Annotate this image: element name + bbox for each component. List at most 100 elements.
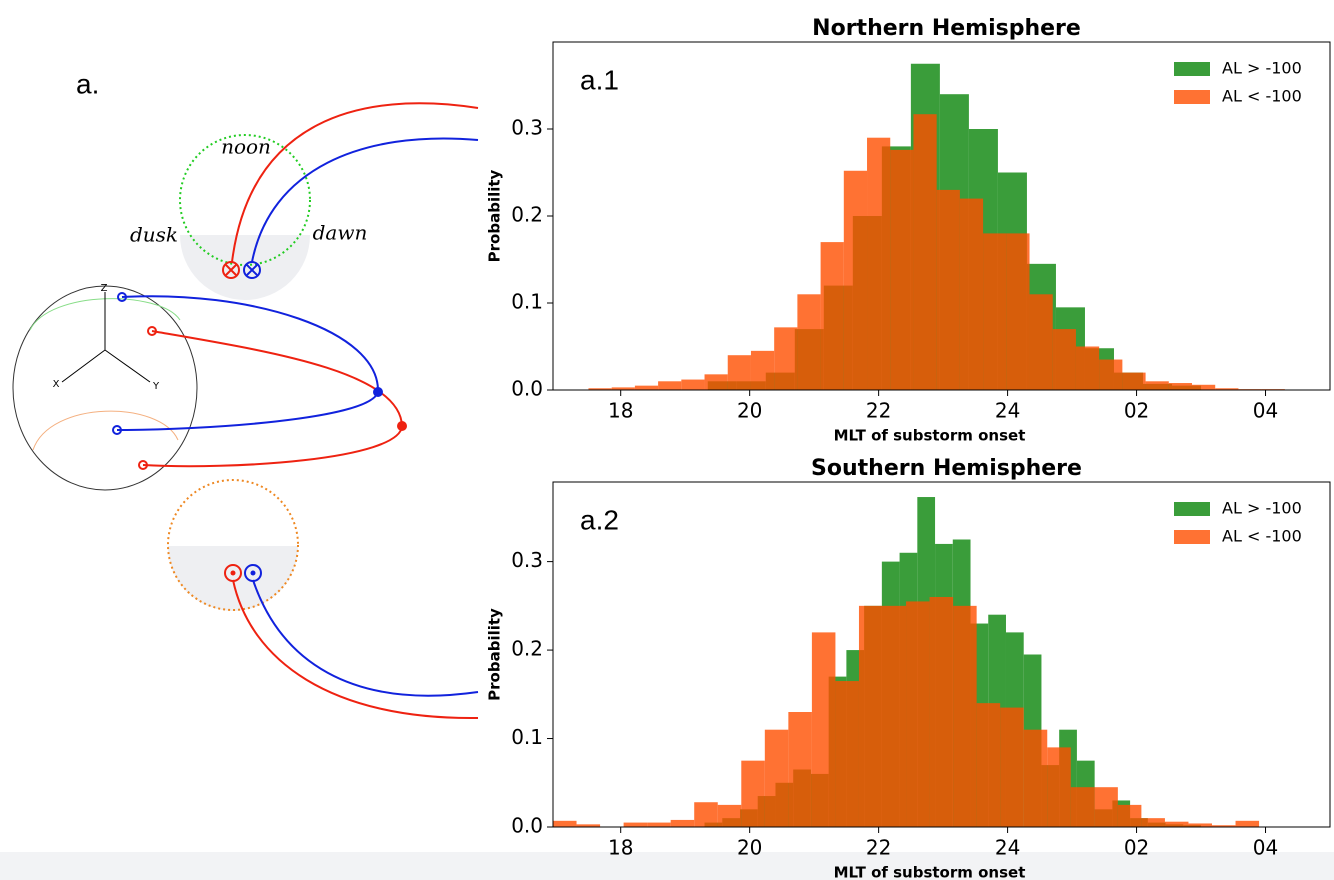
blue-point bbox=[373, 387, 383, 397]
bar bbox=[1023, 729, 1048, 827]
blue-line bbox=[252, 579, 479, 697]
y-axis-label: Probability bbox=[486, 169, 504, 262]
y-tick-label: 0.2 bbox=[511, 203, 543, 227]
bar bbox=[694, 802, 718, 827]
dawn-label: dawn bbox=[313, 221, 368, 245]
bar bbox=[1029, 294, 1053, 390]
bar bbox=[788, 712, 812, 827]
y-tick-label: 0.1 bbox=[511, 725, 543, 749]
chart-title: Southern Hemisphere bbox=[811, 456, 1082, 481]
y-axis-label: Probability bbox=[486, 608, 504, 701]
x-tick-label: 22 bbox=[866, 399, 891, 423]
bottom-strip bbox=[0, 852, 1334, 880]
y-tick-label: 0.3 bbox=[511, 548, 543, 572]
bar bbox=[1188, 823, 1212, 827]
blue-foot bbox=[112, 425, 122, 435]
south-circle bbox=[167, 479, 299, 611]
plot-frame bbox=[552, 481, 1331, 828]
red-dot bbox=[230, 570, 236, 576]
y-tick-label: 0.2 bbox=[511, 637, 543, 661]
legend-label: AL > -100 bbox=[1222, 59, 1302, 78]
bar bbox=[553, 820, 577, 827]
red-line bbox=[232, 579, 479, 720]
bar bbox=[623, 822, 648, 827]
y-tick-label: 0.0 bbox=[511, 814, 543, 838]
panel-label: a. bbox=[76, 68, 99, 99]
x-tick-label: 22 bbox=[866, 836, 891, 860]
legend-label: AL > -100 bbox=[1222, 499, 1302, 518]
diagram: a. noon dusk dawn Z X Y bbox=[12, 68, 479, 720]
red-marker bbox=[224, 564, 242, 582]
bar bbox=[764, 729, 789, 827]
bar bbox=[953, 605, 977, 827]
bar bbox=[1164, 821, 1189, 827]
bar bbox=[611, 387, 635, 390]
blue-marker bbox=[243, 261, 261, 279]
legend-label: AL < -100 bbox=[1222, 87, 1302, 106]
bar bbox=[858, 605, 883, 827]
red-point bbox=[397, 421, 407, 431]
blue-marker bbox=[244, 564, 262, 582]
blue-foot bbox=[117, 292, 127, 302]
bar bbox=[835, 681, 859, 827]
bar bbox=[1047, 747, 1071, 827]
red-loop bbox=[142, 330, 404, 468]
bar bbox=[1145, 381, 1169, 390]
bar bbox=[820, 242, 844, 390]
x-tick-label: 04 bbox=[1253, 399, 1278, 423]
bar bbox=[1192, 384, 1216, 390]
legend-swatch bbox=[1174, 90, 1210, 104]
legend-swatch bbox=[1174, 530, 1210, 544]
bar bbox=[797, 294, 821, 390]
panel-label: a.2 bbox=[580, 504, 619, 535]
bar bbox=[576, 824, 601, 827]
legend-swatch bbox=[1174, 62, 1210, 76]
y-tick-label: 0.1 bbox=[511, 290, 543, 314]
x-tick-label: 24 bbox=[995, 836, 1020, 860]
bar bbox=[1122, 372, 1146, 390]
bar bbox=[1006, 233, 1030, 390]
bar bbox=[704, 374, 728, 390]
earth bbox=[12, 285, 198, 491]
legend-label: AL < -100 bbox=[1222, 527, 1302, 546]
bar bbox=[913, 114, 937, 391]
bar bbox=[983, 233, 1007, 390]
bar bbox=[882, 605, 907, 827]
red-marker bbox=[222, 261, 240, 279]
x-tick-label: 20 bbox=[737, 399, 762, 423]
bar bbox=[727, 355, 751, 390]
bar bbox=[1117, 804, 1142, 827]
bar bbox=[681, 379, 705, 390]
blue-line bbox=[251, 137, 479, 263]
bar bbox=[811, 632, 836, 827]
bar bbox=[936, 189, 960, 390]
x-axis-label: MLT of substorm onset bbox=[834, 427, 1026, 445]
blue-cross bbox=[246, 264, 258, 276]
x-tick-label: 18 bbox=[608, 836, 633, 860]
bar bbox=[750, 350, 775, 390]
bar bbox=[1099, 359, 1123, 390]
dusk-label: dusk bbox=[130, 223, 178, 247]
axis-label: Z bbox=[101, 283, 108, 294]
chart-title: Northern Hemisphere bbox=[812, 16, 1081, 41]
axis-label: Y bbox=[152, 381, 160, 392]
blue-dot bbox=[250, 570, 256, 576]
bar bbox=[1168, 383, 1193, 390]
bar bbox=[1070, 787, 1095, 827]
night-shade bbox=[168, 546, 298, 611]
bar bbox=[647, 822, 671, 827]
bar bbox=[976, 703, 1001, 827]
y-tick-label: 0.0 bbox=[511, 377, 543, 401]
x-tick-label: 18 bbox=[608, 399, 633, 423]
legend-swatch bbox=[1174, 502, 1210, 516]
bar bbox=[906, 601, 930, 827]
bar bbox=[1052, 329, 1076, 390]
x-tick-label: 24 bbox=[995, 399, 1020, 423]
panel-label: a.1 bbox=[580, 64, 619, 95]
bar bbox=[1141, 818, 1165, 827]
bar bbox=[774, 327, 798, 390]
bar bbox=[634, 385, 659, 390]
bar bbox=[1075, 346, 1100, 390]
x-tick-label: 02 bbox=[1124, 399, 1149, 423]
bar bbox=[658, 381, 682, 390]
